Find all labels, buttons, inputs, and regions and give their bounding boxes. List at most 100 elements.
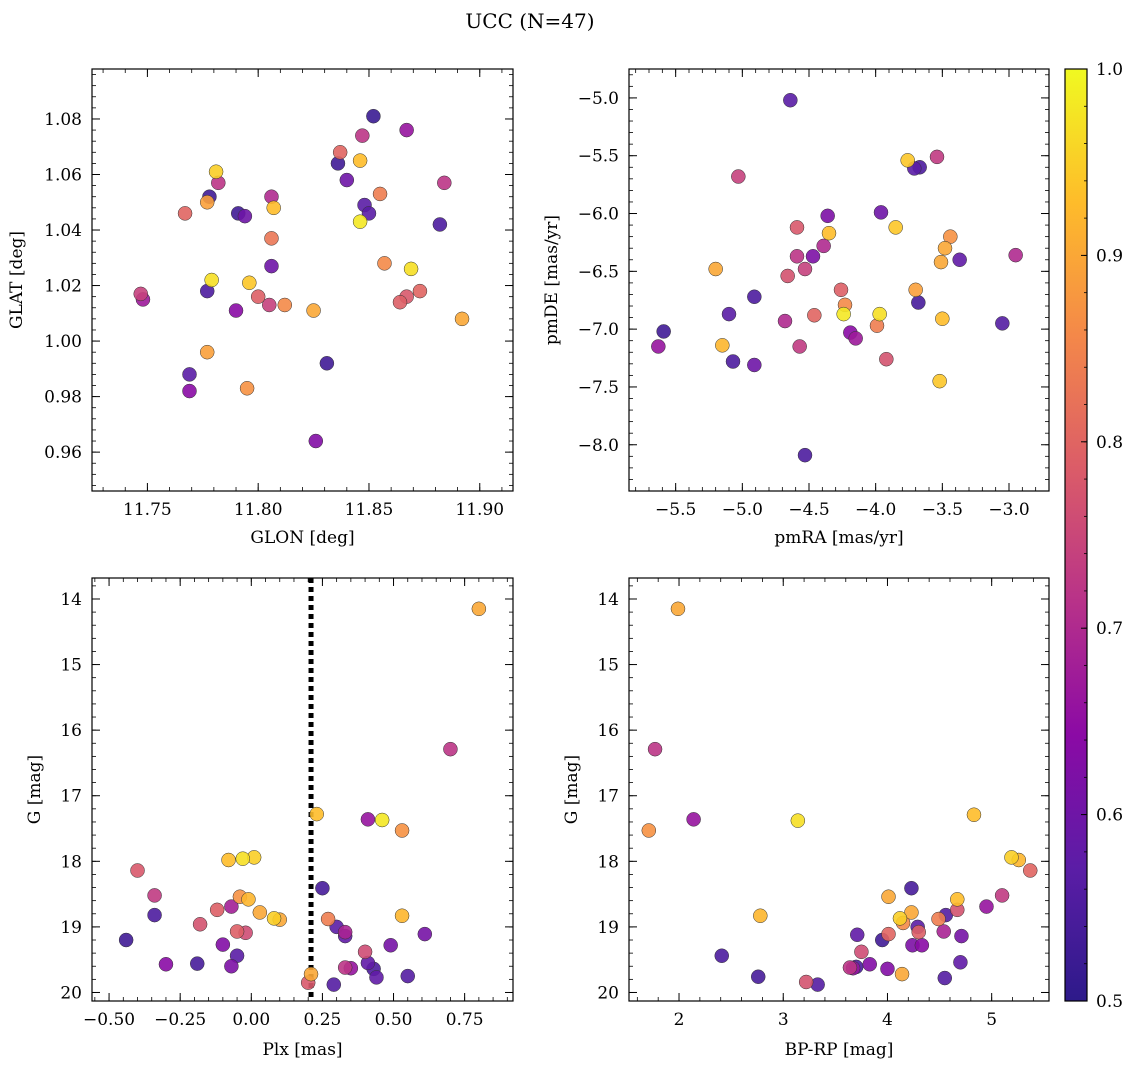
data-point: [399, 122, 414, 138]
y-tick-label: 18: [60, 852, 82, 872]
data-point: [190, 956, 205, 971]
data-point: [394, 908, 410, 923]
data-point: [374, 812, 390, 828]
data-point: [432, 217, 448, 232]
y-tick-label: 1.06: [44, 166, 82, 186]
data-point: [392, 294, 408, 310]
data-point: [337, 924, 353, 940]
y-tick-label: 18: [597, 852, 619, 872]
data-point: [873, 205, 889, 220]
y-tick-label: 14: [60, 590, 82, 610]
x-axis-label: Plx [mas]: [262, 1040, 342, 1060]
data-point: [262, 297, 277, 313]
axes-frame: [628, 577, 1050, 1002]
data-point: [807, 308, 822, 323]
data-point: [979, 899, 994, 914]
data-point: [352, 214, 368, 229]
data-point: [471, 601, 487, 617]
y-tick-label: 15: [597, 656, 619, 676]
data-point: [833, 282, 849, 298]
data-point: [360, 812, 376, 827]
data-point: [908, 282, 923, 298]
data-point: [848, 331, 863, 346]
data-point: [306, 303, 321, 318]
data-point: [797, 261, 813, 277]
data-point: [403, 261, 419, 277]
data-point: [1022, 863, 1038, 878]
data-point: [708, 261, 723, 277]
y-tick-label: 19: [597, 918, 619, 938]
data-point: [753, 908, 768, 923]
data-point: [789, 220, 805, 235]
y-tick-label: 17: [60, 787, 82, 807]
data-point: [894, 966, 910, 982]
y-axis-label: pmDE [mas/yr]: [542, 215, 562, 345]
y-tick-label: 20: [60, 983, 82, 1003]
data-point: [881, 926, 896, 942]
y-tick-label: 1.08: [44, 110, 82, 130]
data-point: [357, 944, 373, 960]
data-point: [1008, 247, 1023, 263]
data-point: [854, 944, 869, 960]
data-point: [235, 851, 251, 866]
data-point: [199, 195, 215, 210]
data-point: [777, 313, 793, 329]
data-point: [954, 928, 969, 944]
data-point: [789, 249, 805, 264]
colorbar-tick-label: 1.0: [1096, 60, 1123, 80]
x-tick-label: 5: [986, 1010, 997, 1030]
data-point: [651, 339, 666, 354]
colorbar-tick-label: 0.7: [1096, 619, 1123, 639]
x-tick-label: 0.50: [375, 1010, 413, 1030]
y-tick-label: 1.04: [44, 221, 82, 241]
axes-frame: [628, 68, 1050, 492]
data-point: [332, 145, 348, 160]
data-point: [366, 108, 381, 124]
panel-bprp-g: 2 3 4 5 14 15 16 17 18 19 20 BP-RP [mag] G [mag]: [562, 577, 1050, 1060]
data-point: [714, 948, 730, 963]
data-point: [783, 92, 798, 108]
data-point: [731, 169, 746, 184]
y-tick-label: −7.0: [578, 320, 619, 340]
data-point: [994, 888, 1010, 903]
data-point: [303, 966, 319, 982]
data-point: [252, 905, 268, 920]
data-point: [372, 186, 388, 202]
y-tick-label: −8.0: [578, 436, 619, 456]
data-point: [266, 200, 281, 216]
x-tick-label: −3.0: [988, 500, 1029, 520]
data-point: [725, 354, 741, 369]
x-tick-label: −0.50: [83, 1010, 135, 1030]
y-tick-label: 20: [597, 983, 619, 1003]
data-point: [394, 823, 410, 838]
x-tick-label: 11.80: [234, 500, 283, 520]
data-point: [900, 153, 915, 168]
data-point: [147, 888, 162, 903]
data-point: [931, 911, 946, 927]
data-point: [1004, 850, 1019, 865]
data-point: [849, 927, 865, 943]
data-point: [133, 286, 148, 302]
data-point: [911, 924, 926, 940]
data-point: [383, 938, 398, 953]
data-point: [177, 206, 193, 221]
data-point: [933, 254, 949, 270]
data-point: [937, 970, 953, 986]
data-point: [264, 231, 279, 246]
data-point: [229, 924, 245, 939]
y-axis-label: G [mag]: [25, 755, 45, 824]
data-point: [966, 807, 982, 822]
x-tick-label: 0.00: [232, 1010, 270, 1030]
y-tick-label: −6.0: [578, 205, 619, 225]
data-point: [715, 338, 730, 353]
data-point: [747, 289, 762, 305]
data-point: [309, 806, 324, 822]
y-tick-label: 19: [60, 918, 82, 938]
y-tick-label: −7.5: [578, 378, 619, 398]
data-point: [647, 741, 663, 757]
x-tick-label: −5.5: [655, 500, 696, 520]
y-axis-label: GLAT [deg]: [7, 231, 27, 329]
data-point: [872, 306, 887, 322]
data-point: [239, 381, 255, 396]
